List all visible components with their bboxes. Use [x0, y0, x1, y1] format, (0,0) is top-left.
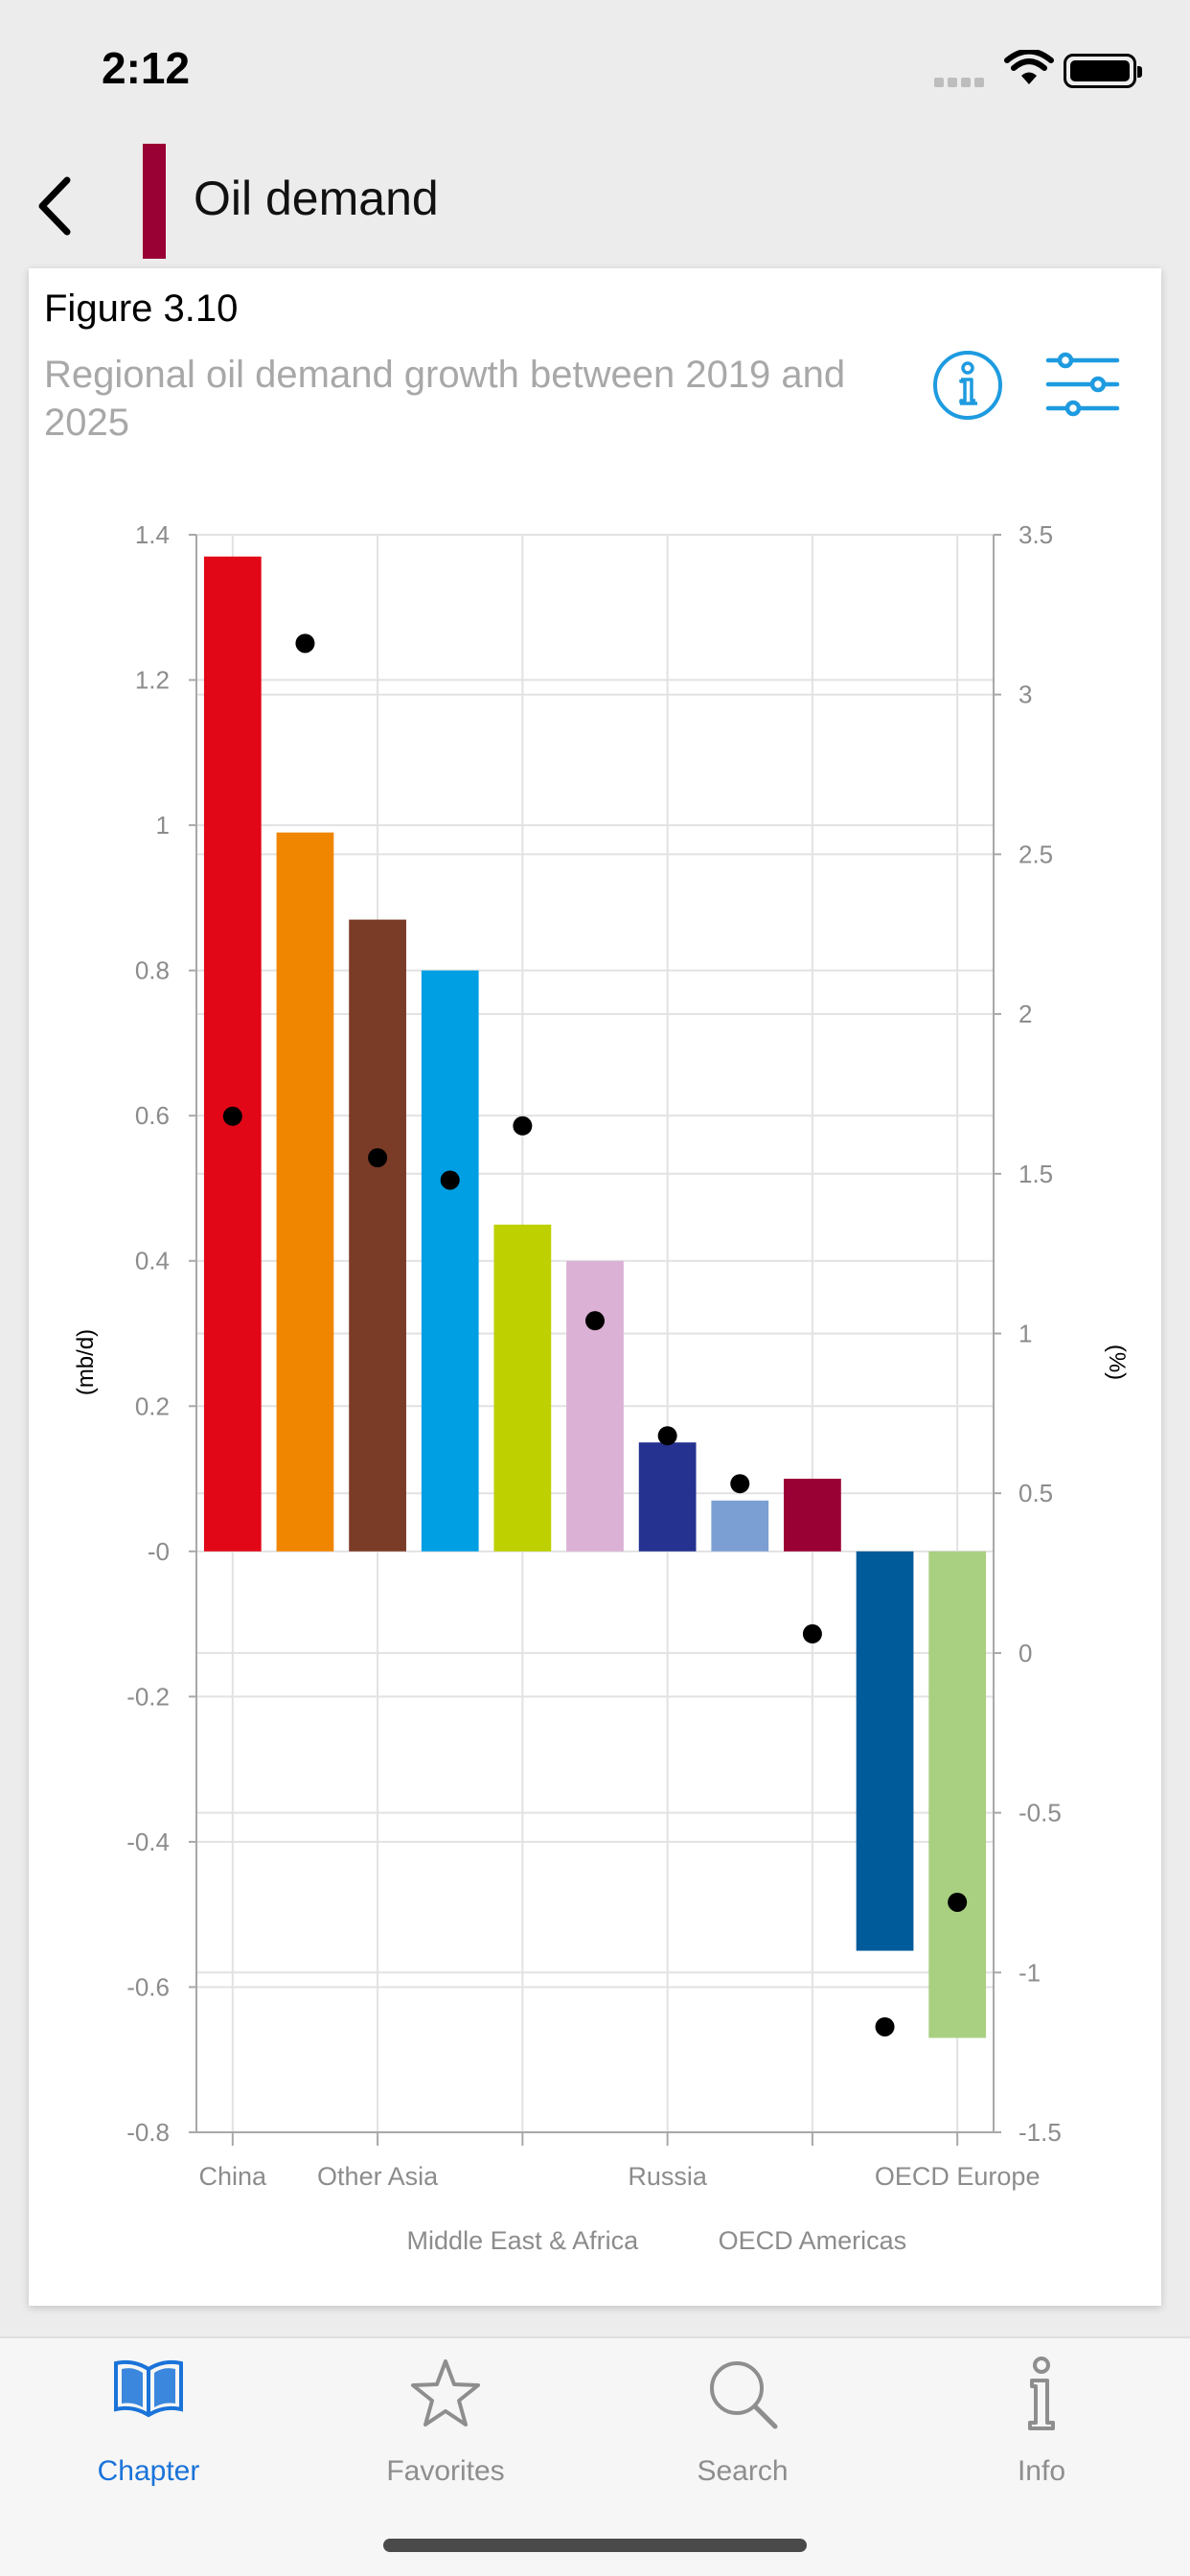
x-tick-label: Russia [628, 2162, 708, 2191]
bar-chart: 1.4 1.2 1 0.8 0.6 0.4 0.2 -0 -0.2 -0.4 -0.6 -0.8 3.5… [73, 520, 1130, 2255]
figure-card: Figure 3.10 Regional oil demand growth b… [29, 268, 1161, 2306]
tab-chapter[interactable]: Chapter [34, 2356, 263, 2499]
bar [203, 556, 262, 1552]
chevron-left-icon [38, 176, 71, 236]
percent-point [222, 1106, 242, 1126]
figure-title: Regional oil demand growth between 2019 … [44, 354, 846, 444]
y2-tick-label: 0.5 [1018, 1479, 1053, 1507]
bar [856, 1551, 914, 1951]
bar [711, 1500, 769, 1552]
percent-point [730, 1474, 750, 1494]
info-i-icon [1028, 2357, 1055, 2430]
percent-point [657, 1426, 677, 1446]
y-tick-label: 0.2 [135, 1392, 170, 1420]
x-tick-label: Other Asia [317, 2162, 439, 2191]
y2-tick-label: 0 [1018, 1639, 1032, 1668]
bar [276, 832, 334, 1552]
percent-point [875, 2016, 895, 2036]
y-tick-label: -0 [148, 1537, 170, 1566]
y2-tick-label: -1.5 [1018, 2118, 1062, 2147]
tab-bar: Chapter Favorites Search Info [0, 2336, 1190, 2576]
back-button[interactable] [29, 172, 86, 240]
signal-icon [934, 75, 992, 87]
book-icon [114, 2359, 183, 2418]
y-tick-label: 0.8 [135, 956, 170, 985]
y2-tick-label: 1.5 [1018, 1160, 1053, 1188]
home-indicator [383, 2539, 807, 2552]
y-tick-label: 0.4 [135, 1247, 170, 1276]
y-axis-title: (mb/d) [73, 1329, 99, 1395]
y2-axis-title: (%) [1104, 1345, 1130, 1380]
info-icon[interactable] [931, 349, 1004, 422]
percent-point [802, 1623, 822, 1644]
wifi-icon [1004, 50, 1054, 84]
y-tick-label: 1.2 [135, 666, 170, 695]
tab-favorites[interactable]: Favorites [331, 2356, 561, 2499]
bar [784, 1479, 841, 1552]
search-icon [710, 2361, 778, 2429]
tab-info[interactable]: Info [927, 2356, 1156, 2499]
nav-bar: Oil demand [0, 134, 1190, 268]
percent-point [295, 633, 315, 654]
tab-info-label: Info [1017, 2455, 1066, 2487]
bar [928, 1551, 987, 2038]
y2-tick-label: 2 [1018, 1000, 1032, 1028]
y-tick-label: 1.4 [135, 520, 170, 549]
tab-search[interactable]: Search [628, 2356, 858, 2499]
bar [493, 1224, 552, 1552]
y2-tick-label: 3.5 [1018, 520, 1053, 549]
x-tick-label: OECD Americas [719, 2226, 907, 2255]
bar [349, 919, 406, 1552]
page-title: Oil demand [194, 172, 439, 225]
y-tick-label: -0.6 [126, 1972, 170, 2001]
figure-number: Figure 3.10 [44, 288, 239, 330]
bar [421, 970, 479, 1552]
percent-point [585, 1311, 605, 1331]
battery-icon [1064, 54, 1142, 88]
tab-chapter-label: Chapter [97, 2455, 200, 2487]
y-tick-label: 0.6 [135, 1101, 170, 1130]
y-tick-label: 1 [156, 811, 170, 840]
y2-tick-label: 2.5 [1018, 840, 1053, 868]
percent-point [368, 1148, 388, 1168]
star-icon [411, 2359, 480, 2426]
section-accent-bar [143, 144, 166, 259]
x-tick-label: China [199, 2162, 268, 2191]
status-time: 2:12 [102, 43, 191, 93]
y-tick-label: -0.2 [126, 1682, 170, 1711]
y-tick-label: -0.4 [126, 1828, 170, 1856]
bar [566, 1260, 624, 1552]
y2-tick-label: -0.5 [1018, 1799, 1062, 1828]
filter-settings-icon[interactable] [1044, 351, 1121, 418]
tab-search-label: Search [697, 2455, 789, 2487]
x-tick-label: Middle East & Africa [407, 2226, 640, 2255]
percent-point [948, 1892, 968, 1912]
percent-point [440, 1170, 460, 1190]
y2-tick-label: -1 [1018, 1958, 1041, 1987]
y-tick-label: -0.8 [126, 2118, 170, 2147]
percent-point [513, 1116, 533, 1136]
status-bar: 2:12 [0, 0, 1190, 134]
x-tick-label: OECD Europe [875, 2162, 1041, 2191]
y2-tick-label: 1 [1018, 1320, 1032, 1348]
tab-favorites-label: Favorites [386, 2455, 505, 2487]
y2-tick-label: 3 [1018, 680, 1032, 709]
bar [638, 1442, 697, 1552]
